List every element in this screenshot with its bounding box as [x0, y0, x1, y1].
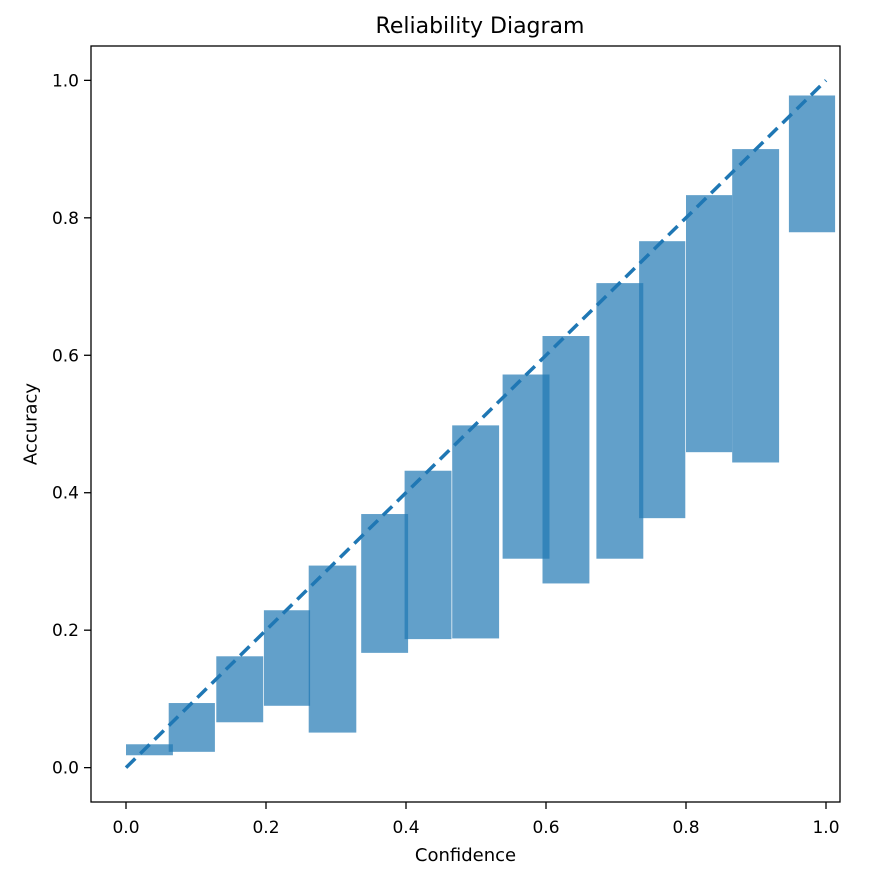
y-tick-label: 0.4 [52, 484, 79, 504]
calibration-bar-14 [732, 149, 780, 463]
calibration-bar-3 [216, 656, 264, 723]
calibration-bar-5 [308, 565, 357, 733]
y-axis-title: Accuracy [20, 383, 41, 466]
y-tick-label: 0.2 [52, 621, 79, 641]
plot-frame [90, 45, 841, 803]
calibration-bar-11 [596, 283, 644, 559]
calibration-bar-6 [361, 514, 409, 653]
calibration-bar-7 [404, 470, 452, 640]
calibration-bar-9 [502, 374, 550, 559]
x-tick-label: 0.6 [532, 818, 559, 838]
x-tick-label: 0.0 [112, 818, 139, 838]
x-axis: 0.0 0.2 0.4 0.6 0.8 1.0 [112, 802, 840, 838]
calibration-bar-12 [639, 241, 686, 519]
y-tick-label: 0.8 [52, 209, 79, 229]
calibration-bar-2 [168, 703, 215, 752]
calibration-bar-15 [788, 95, 836, 233]
calibration-bar-13 [686, 195, 733, 453]
calibration-bar-8 [452, 425, 500, 639]
x-tick-label: 1.0 [812, 818, 839, 838]
x-tick-label: 0.8 [672, 818, 699, 838]
y-axis: 0.0 0.2 0.4 0.6 0.8 1.0 [52, 71, 91, 779]
y-tick-label: 1.0 [52, 71, 79, 91]
chart-title: Reliability Diagram [376, 14, 585, 39]
y-tick-label: 0.6 [52, 346, 79, 366]
bars-group [126, 95, 836, 756]
calibration-bar-10 [542, 336, 590, 584]
x-tick-label: 0.4 [392, 818, 419, 838]
x-tick-label: 0.2 [252, 818, 279, 838]
diagonal-reference-line [124, 79, 828, 769]
y-tick-label: 0.0 [52, 759, 79, 779]
x-axis-title: Confidence [415, 845, 516, 866]
calibration-bar-1 [126, 744, 173, 756]
